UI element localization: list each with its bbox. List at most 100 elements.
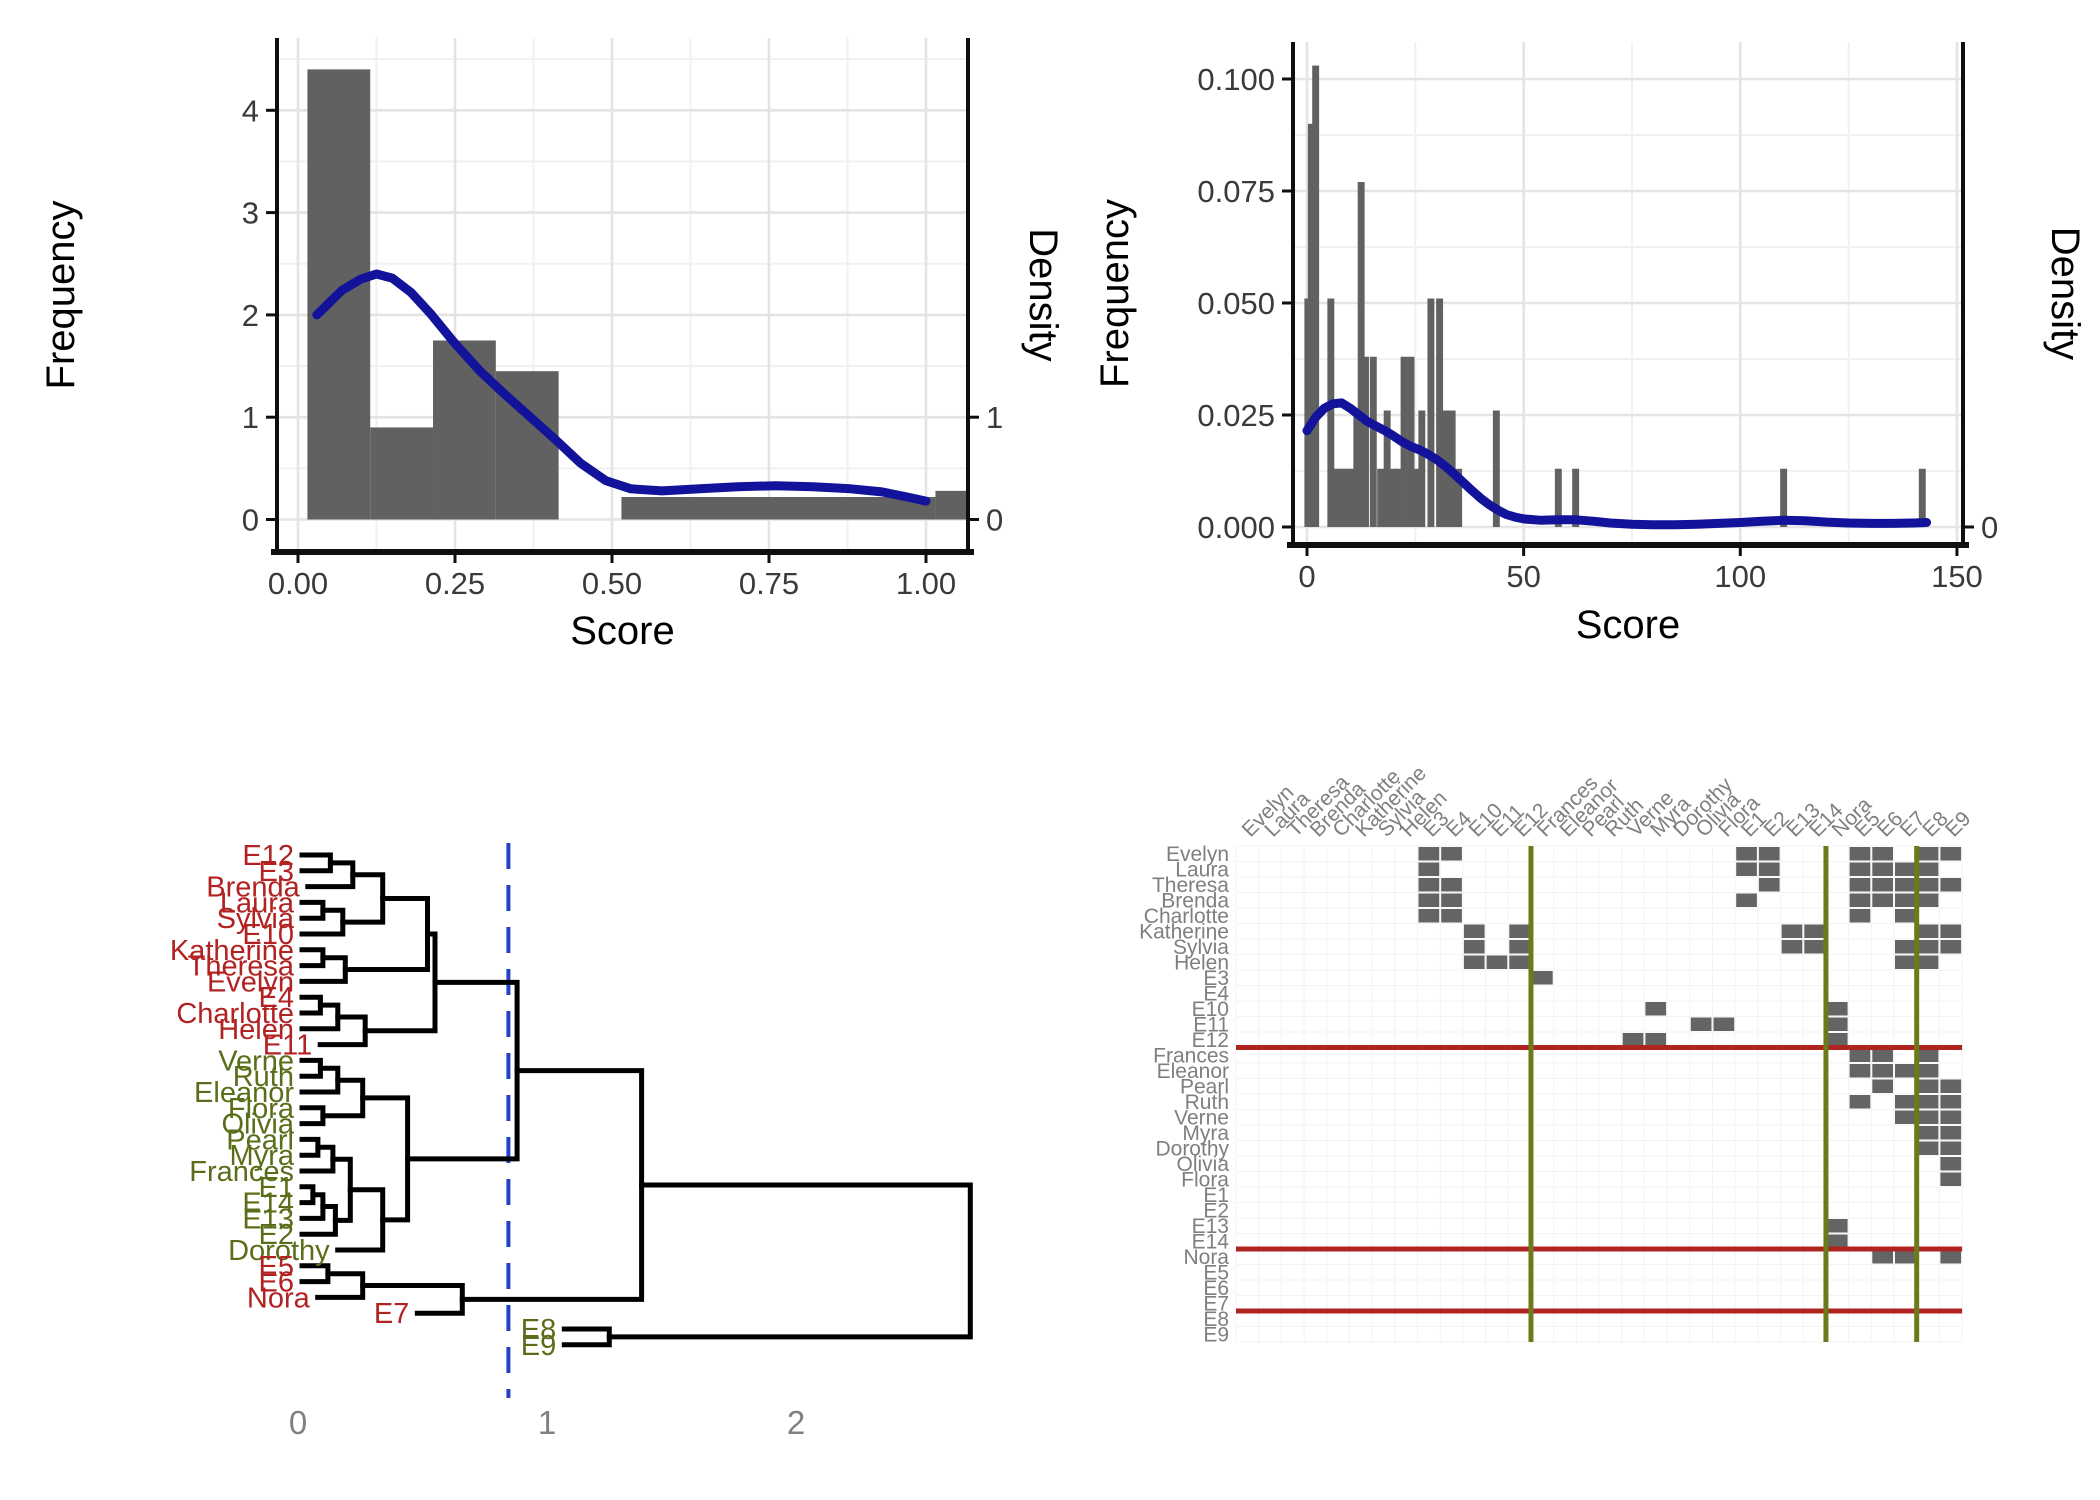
histogram-bar bbox=[433, 340, 496, 520]
matrix-row-labels: EvelynLauraTheresaBrendaCharlotteKatheri… bbox=[1139, 843, 1229, 1347]
matrix-cell bbox=[1895, 862, 1916, 876]
matrix-row-label: Theresa bbox=[1152, 874, 1229, 897]
leaf-label: Dorothy bbox=[228, 1235, 330, 1267]
matrix-cell bbox=[1895, 955, 1916, 969]
leaf-label: E12 bbox=[242, 840, 294, 872]
dendrogram-merge bbox=[299, 994, 323, 1016]
leaf-label: Brenda bbox=[206, 872, 300, 904]
matrix-cell bbox=[1940, 878, 1962, 892]
x-axis-title: Score bbox=[570, 609, 675, 653]
dendrogram-merge bbox=[340, 872, 386, 925]
dendrogram-merge bbox=[299, 1263, 331, 1285]
histogram-bar bbox=[1307, 123, 1315, 528]
matrix-column-labels: EvelynLauraTheresaBrendaCharlotteKatheri… bbox=[1238, 762, 1976, 842]
tick-label: 0 bbox=[1298, 559, 1315, 594]
matrix-cell bbox=[1418, 847, 1440, 861]
dendro-axis-tick-label: 0 bbox=[289, 1404, 307, 1441]
matrix-cell bbox=[1940, 847, 1962, 861]
histogram-bar bbox=[1362, 356, 1369, 527]
histogram-bar bbox=[1342, 468, 1350, 527]
dendrogram-merge bbox=[299, 852, 333, 874]
matrix-row-label: E12 bbox=[1192, 1029, 1229, 1052]
tick-label: 0.00 bbox=[268, 566, 328, 601]
leaf-label: E3 bbox=[259, 856, 294, 888]
matrix-cell bbox=[1463, 940, 1485, 954]
matrix-cell bbox=[1849, 1095, 1871, 1109]
matrix-cell bbox=[1940, 1079, 1962, 1093]
dendrogram-merge bbox=[315, 1271, 366, 1300]
y-axis-title: Frequency bbox=[39, 201, 83, 390]
matrix-cell bbox=[1940, 940, 1962, 954]
dendrogram-tree bbox=[299, 852, 973, 1348]
leaf-label: E11 bbox=[263, 1030, 312, 1062]
tick-label: 1 bbox=[242, 400, 259, 435]
histogram-bar bbox=[1918, 468, 1926, 527]
matrix-cell bbox=[1917, 878, 1939, 892]
matrix-row-label: E8 bbox=[1203, 1308, 1229, 1331]
leaf-label: Theresa bbox=[188, 951, 295, 983]
matrix-row-label: E11 bbox=[1193, 1013, 1229, 1036]
matrix-cell bbox=[1849, 878, 1871, 892]
matrix-cell bbox=[1826, 1017, 1848, 1031]
dendro-axis-tick-label: 1 bbox=[538, 1404, 556, 1441]
matrix-cell bbox=[1849, 862, 1871, 876]
leaf-label: E13 bbox=[242, 1203, 294, 1235]
matrix-cell bbox=[1736, 862, 1757, 876]
matrix-row-label: E9 bbox=[1203, 1323, 1229, 1346]
matrix-cell bbox=[1418, 862, 1440, 876]
matrix-cell bbox=[1758, 847, 1780, 861]
leaf-label: Helen bbox=[218, 1014, 294, 1046]
histogram-bar bbox=[1346, 468, 1354, 527]
matrix-cell bbox=[1418, 878, 1440, 892]
matrix-row-label: E2 bbox=[1203, 1199, 1229, 1222]
matrix-cell bbox=[1758, 862, 1780, 876]
matrix-row-label: Helen bbox=[1174, 951, 1229, 974]
matrix-cell bbox=[1463, 924, 1485, 938]
matrix-row-label: Myra bbox=[1182, 1122, 1229, 1145]
tick-label: 1.00 bbox=[896, 566, 956, 601]
matrix-cell bbox=[1736, 893, 1757, 907]
matrix-cell bbox=[1872, 847, 1893, 861]
matrix-row-label: Brenda bbox=[1161, 889, 1229, 912]
matrix-row-label: Eleanor bbox=[1157, 1060, 1229, 1083]
matrix-cell bbox=[1917, 862, 1939, 876]
dendrogram-merge bbox=[606, 1182, 973, 1340]
density-curve bbox=[312, 269, 931, 506]
leaf-label: Frances bbox=[189, 1156, 294, 1188]
leaf-label: Ruth bbox=[233, 1061, 294, 1093]
histogram-bar bbox=[1383, 410, 1391, 527]
matrix-cell bbox=[1940, 1157, 1962, 1171]
matrix-cell bbox=[1917, 1126, 1939, 1140]
matrix-row-label: E4 bbox=[1203, 982, 1229, 1005]
matrix-cell bbox=[1781, 940, 1803, 954]
matrix-cell bbox=[1917, 1064, 1939, 1078]
matrix-cell bbox=[1826, 1002, 1848, 1016]
matrix-row-label: Frances bbox=[1153, 1044, 1229, 1067]
tick-label: 2 bbox=[242, 298, 259, 333]
dendrogram-merge bbox=[299, 899, 326, 921]
histogram-bar bbox=[1333, 468, 1341, 527]
histogram-bar bbox=[1369, 356, 1377, 527]
tick-label: 0 bbox=[242, 503, 259, 538]
leaf-label: Verne bbox=[218, 1045, 294, 1077]
matrix-row-label: E7 bbox=[1203, 1292, 1229, 1315]
matrix-cell bbox=[1895, 1095, 1916, 1109]
matrix-cell bbox=[1917, 1095, 1939, 1109]
leaf-label: Pearl bbox=[226, 1124, 294, 1156]
tick-label: 4 bbox=[242, 93, 259, 128]
matrix-row-label: Olivia bbox=[1176, 1153, 1229, 1176]
matrix-cell bbox=[1418, 909, 1440, 923]
matrix-cell bbox=[1940, 1172, 1962, 1186]
matrix-cell bbox=[1509, 955, 1530, 969]
matrix-cell bbox=[1895, 893, 1916, 907]
matrix-cell bbox=[1872, 893, 1893, 907]
matrix-row-label: E14 bbox=[1192, 1230, 1230, 1253]
panel-histogram-normalized-score: 0.00 0.25 0.50 0.75 1.00 0 1 2 3 4 0 1 Score Frequenc… bbox=[39, 38, 1065, 653]
matrix-cell bbox=[1917, 1048, 1939, 1062]
matrix-row-label: Flora bbox=[1181, 1168, 1229, 1191]
leaf-label: Laura bbox=[220, 887, 295, 919]
tick-label: 0.75 bbox=[739, 566, 799, 601]
tick-label: 0.000 bbox=[1197, 510, 1275, 545]
histogram-bar bbox=[935, 490, 969, 520]
